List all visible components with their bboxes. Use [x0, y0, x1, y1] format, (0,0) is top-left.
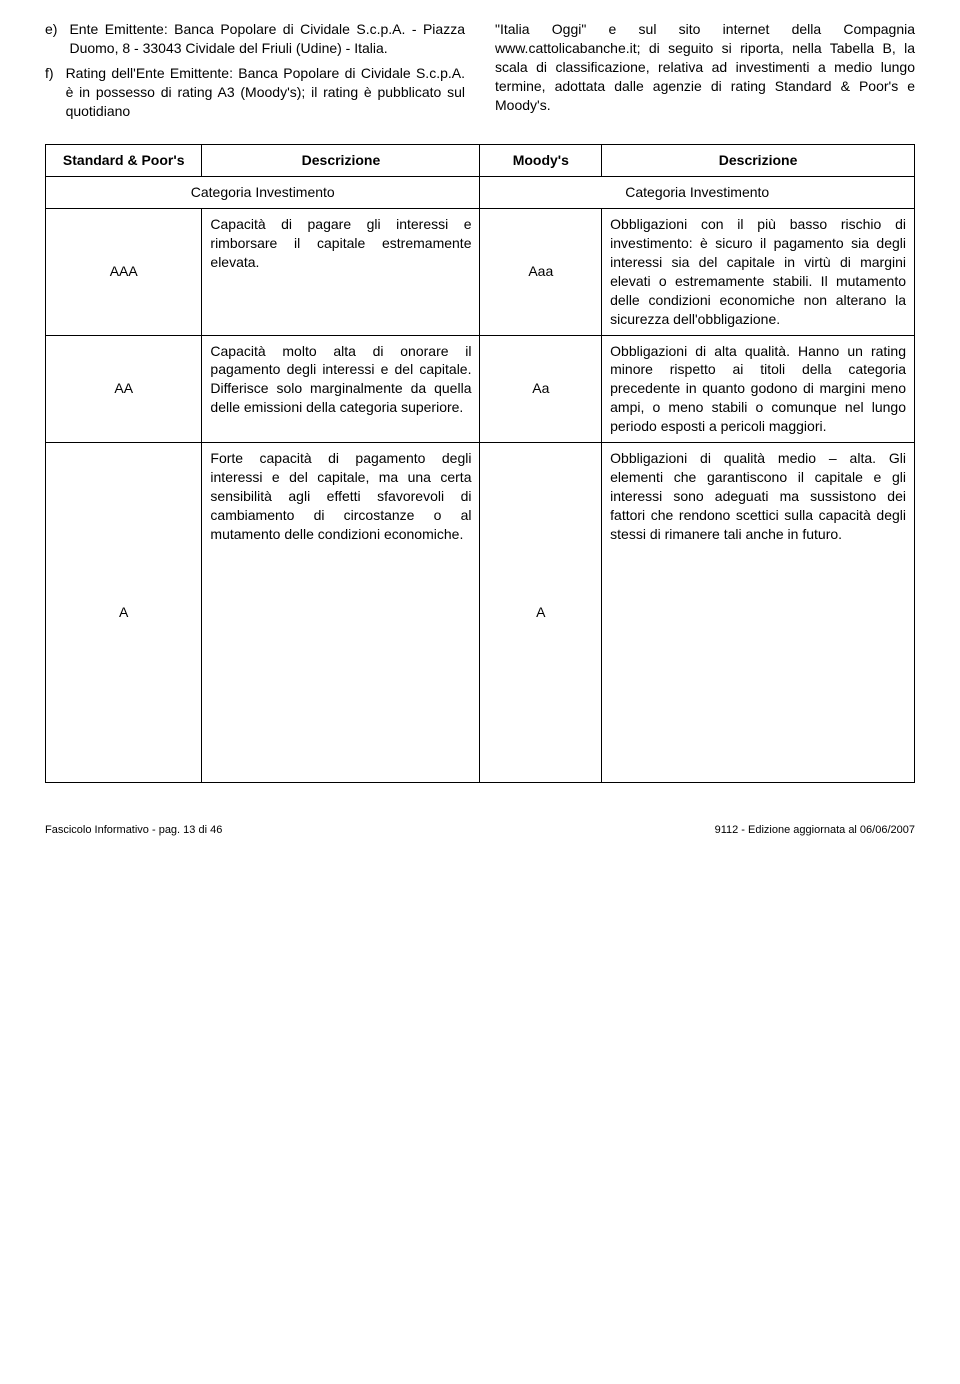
rating-moody: Aaa [480, 209, 602, 335]
header-moody: Moody's [480, 145, 602, 177]
table-row: AAA Capacità di pagare gli interessi e r… [46, 209, 915, 335]
table-header-row: Standard & Poor's Descrizione Moody's De… [46, 145, 915, 177]
top-right-column: "Italia Oggi" e sul sito internet della … [495, 20, 915, 126]
top-two-column: e) Ente Emittente: Banca Popolare di Civ… [45, 20, 915, 126]
table-row: A Forte capacità di pagamento degli inte… [46, 443, 915, 783]
category-investment-right: Categoria Investimento [480, 177, 915, 209]
rating-moody-desc: Obbligazioni di alta qualità. Hanno un r… [602, 335, 915, 442]
footer-left: Fascicolo Informativo - pag. 13 di 46 [45, 823, 222, 838]
right-paragraph: "Italia Oggi" e sul sito internet della … [495, 20, 915, 114]
rating-moody: Aa [480, 335, 602, 442]
rating-sp-desc: Forte capacità di pagamento degli intere… [202, 443, 480, 783]
table-row: AA Capacità molto alta di onorare il pag… [46, 335, 915, 442]
rating-moody-desc: Obbligazioni di qualità medio – alta. Gl… [602, 443, 915, 783]
header-desc1: Descrizione [202, 145, 480, 177]
list-text: Ente Emittente: Banca Popolare di Civida… [69, 20, 465, 58]
ratings-table: Standard & Poor's Descrizione Moody's De… [45, 144, 915, 783]
rating-sp-desc: Capacità di pagare gli interessi e rimbo… [202, 209, 480, 335]
list-item: f) Rating dell'Ente Emittente: Banca Pop… [45, 64, 465, 121]
table-category-row: Categoria Investimento Categoria Investi… [46, 177, 915, 209]
footer-right: 9112 - Edizione aggiornata al 06/06/2007 [715, 823, 915, 838]
list-text: Rating dell'Ente Emittente: Banca Popola… [66, 64, 465, 121]
list-item: e) Ente Emittente: Banca Popolare di Civ… [45, 20, 465, 58]
list-marker: e) [45, 20, 57, 58]
rating-moody: A [480, 443, 602, 783]
top-left-column: e) Ente Emittente: Banca Popolare di Civ… [45, 20, 465, 126]
rating-sp-desc: Capacità molto alta di onorare il pagame… [202, 335, 480, 442]
category-investment-left: Categoria Investimento [46, 177, 480, 209]
list-marker: f) [45, 64, 54, 121]
header-desc2: Descrizione [602, 145, 915, 177]
rating-moody-desc: Obbligazioni con il più basso rischio di… [602, 209, 915, 335]
rating-sp: AA [46, 335, 202, 442]
page-footer: Fascicolo Informativo - pag. 13 di 46 91… [45, 823, 915, 838]
rating-sp: AAA [46, 209, 202, 335]
rating-sp: A [46, 443, 202, 783]
header-sp: Standard & Poor's [46, 145, 202, 177]
